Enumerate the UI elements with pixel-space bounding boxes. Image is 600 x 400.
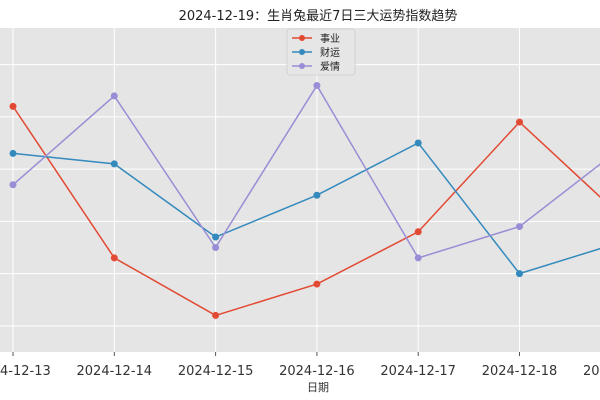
x-tick-label: 2024-12-13 — [0, 364, 51, 379]
legend-label: 财运 — [320, 46, 340, 59]
data-point — [9, 149, 17, 157]
x-tick-label: 2024-12-17 — [380, 364, 456, 379]
data-point — [212, 311, 220, 319]
legend-marker — [299, 63, 305, 69]
plot-area — [0, 28, 600, 352]
data-point — [212, 243, 220, 251]
data-point — [414, 254, 422, 262]
data-point — [212, 233, 220, 241]
grid-lines — [0, 28, 600, 352]
data-point — [516, 270, 523, 278]
x-tick-label: 2024-12-16 — [279, 364, 355, 379]
x-tick-label: 2024-12-14 — [77, 364, 153, 379]
data-point — [414, 228, 422, 236]
series-0 — [9, 102, 600, 319]
data-point — [516, 223, 523, 231]
x-axis-label: 日期 — [307, 381, 329, 394]
series-layer — [9, 81, 600, 319]
series-1 — [9, 139, 600, 278]
data-point — [516, 118, 523, 126]
data-point — [110, 160, 118, 168]
data-point — [313, 81, 321, 89]
x-tick-label: 2024-12-19 — [583, 364, 600, 379]
legend-marker — [299, 35, 305, 41]
legend-label: 事业 — [320, 32, 340, 45]
x-tick-labels: 2024-12-13 2024-12-14 2024-12-15 2024-12-16… — [0, 352, 600, 379]
data-point — [9, 181, 17, 189]
x-tick-label: 2024-12-15 — [178, 364, 254, 379]
data-point — [110, 254, 118, 262]
series-2 — [9, 81, 600, 262]
data-point — [9, 102, 17, 110]
legend-marker — [299, 49, 305, 55]
data-point — [313, 280, 321, 288]
data-point — [313, 191, 321, 199]
data-point — [110, 92, 118, 100]
legend-box — [286, 28, 356, 76]
legend-label: 爱情 — [320, 60, 340, 73]
chart-title: 2024-12-19：生肖兔最近7日三大运势指数趋势 — [179, 8, 458, 24]
data-point — [414, 139, 422, 147]
x-tick-label: 2024-12-18 — [482, 364, 558, 379]
